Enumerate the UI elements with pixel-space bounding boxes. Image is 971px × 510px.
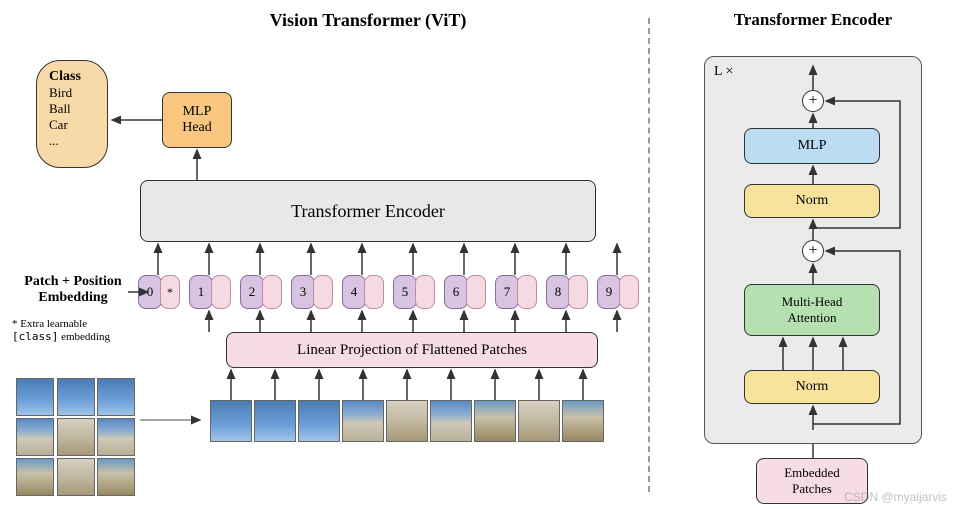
- watermark: CSDN @myaijarvis: [844, 490, 947, 504]
- embedding-token-5: [415, 275, 435, 309]
- diagram-root: Vision Transformer (ViT) Class Bird Ball…: [0, 0, 971, 510]
- grid-patch: [97, 418, 135, 456]
- residual-add-top: +: [802, 90, 824, 112]
- residual-add-mid: +: [802, 240, 824, 262]
- pp-label-line1: Patch + Position: [8, 274, 138, 290]
- row-patch: [518, 400, 560, 442]
- position-token-3: 3: [291, 275, 315, 309]
- position-token-7: 7: [495, 275, 519, 309]
- pp-label-line2: Embedding: [8, 290, 138, 306]
- flattened-patch-row: [210, 400, 604, 442]
- position-token-8: 8: [546, 275, 570, 309]
- norm1-block: Norm: [744, 184, 880, 218]
- row-patch: [210, 400, 252, 442]
- input-image-grid: [16, 378, 136, 496]
- class-item-2: Car: [49, 117, 95, 133]
- grid-patch: [16, 378, 54, 416]
- embedding-token-6: [466, 275, 486, 309]
- row-patch: [474, 400, 516, 442]
- class-output-box: Class Bird Ball Car ...: [36, 60, 108, 168]
- grid-patch: [57, 458, 95, 496]
- mlp-head-block: MLP Head: [162, 92, 232, 148]
- position-token-0: 0: [138, 275, 162, 309]
- class-heading: Class: [49, 69, 95, 85]
- norm2-block: Norm: [744, 370, 880, 404]
- grid-patch: [97, 378, 135, 416]
- embedding-token-8: [568, 275, 588, 309]
- footnote-line2: [class] embedding: [12, 330, 110, 343]
- position-token-9: 9: [597, 275, 621, 309]
- footnote-line1: * Extra learnable: [12, 318, 110, 330]
- mlp-block: MLP: [744, 128, 880, 164]
- embedding-token-2: [262, 275, 282, 309]
- class-item-1: Ball: [49, 101, 95, 117]
- class-item-0: Bird: [49, 85, 95, 101]
- grid-patch: [97, 458, 135, 496]
- footnote: * Extra learnable [class] embedding: [12, 318, 110, 343]
- encoder-title: Transformer Encoder: [704, 10, 922, 30]
- embedding-token-7: [517, 275, 537, 309]
- lx-label: L ×: [714, 64, 733, 80]
- transformer-encoder-block: Transformer Encoder: [140, 180, 596, 242]
- grid-patch: [57, 378, 95, 416]
- embedding-token-0: *: [160, 275, 180, 309]
- grid-patch: [16, 458, 54, 496]
- row-patch: [298, 400, 340, 442]
- embedding-token-3: [313, 275, 333, 309]
- row-patch: [254, 400, 296, 442]
- mha-block: Multi-Head Attention: [744, 284, 880, 336]
- vertical-divider: [648, 18, 650, 492]
- grid-patch: [16, 418, 54, 456]
- patch-position-label: Patch + Position Embedding: [8, 274, 138, 306]
- embedding-token-1: [211, 275, 231, 309]
- position-token-2: 2: [240, 275, 264, 309]
- position-token-4: 4: [342, 275, 366, 309]
- linear-projection-block: Linear Projection of Flattened Patches: [226, 332, 598, 368]
- row-patch: [430, 400, 472, 442]
- position-token-5: 5: [393, 275, 417, 309]
- position-token-1: 1: [189, 275, 213, 309]
- embedding-token-9: [619, 275, 639, 309]
- embedding-token-4: [364, 275, 384, 309]
- class-item-3: ...: [49, 133, 95, 149]
- position-token-6: 6: [444, 275, 468, 309]
- row-patch: [342, 400, 384, 442]
- grid-patch: [57, 418, 95, 456]
- row-patch: [562, 400, 604, 442]
- row-patch: [386, 400, 428, 442]
- vit-title: Vision Transformer (ViT): [140, 10, 596, 31]
